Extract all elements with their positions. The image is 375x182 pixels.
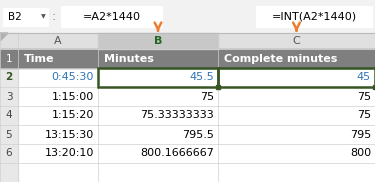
Bar bbox=[257, 7, 372, 27]
Bar bbox=[216, 85, 220, 89]
Text: Time: Time bbox=[24, 54, 54, 64]
Text: 45: 45 bbox=[357, 72, 371, 82]
Text: 13:20:10: 13:20:10 bbox=[45, 149, 94, 159]
Text: 795: 795 bbox=[350, 130, 371, 139]
Text: =INT(A2*1440): =INT(A2*1440) bbox=[272, 11, 357, 21]
Bar bbox=[373, 85, 375, 89]
Bar bbox=[3, 7, 48, 25]
Bar bbox=[98, 33, 218, 49]
Text: 800.1666667: 800.1666667 bbox=[140, 149, 214, 159]
Text: 75: 75 bbox=[200, 92, 214, 102]
Bar bbox=[0, 33, 18, 182]
Text: 2: 2 bbox=[5, 72, 13, 82]
Text: B: B bbox=[154, 36, 162, 46]
Text: 5: 5 bbox=[6, 130, 12, 139]
Text: 6: 6 bbox=[6, 149, 12, 159]
Text: 75: 75 bbox=[357, 110, 371, 120]
Bar bbox=[62, 7, 162, 27]
Text: 1:15:00: 1:15:00 bbox=[52, 92, 94, 102]
Text: 0:45:30: 0:45:30 bbox=[52, 72, 94, 82]
Text: Complete minutes: Complete minutes bbox=[224, 54, 338, 64]
Text: 75.33333333: 75.33333333 bbox=[140, 110, 214, 120]
Text: Minutes: Minutes bbox=[104, 54, 154, 64]
Text: 795.5: 795.5 bbox=[182, 130, 214, 139]
Text: 13:15:30: 13:15:30 bbox=[45, 130, 94, 139]
Text: 45.5: 45.5 bbox=[189, 72, 214, 82]
Text: 1: 1 bbox=[6, 54, 12, 64]
Bar bbox=[98, 68, 218, 87]
Bar bbox=[0, 33, 375, 49]
Bar bbox=[218, 68, 375, 87]
Text: 75: 75 bbox=[357, 92, 371, 102]
Text: 4: 4 bbox=[6, 110, 12, 120]
Bar bbox=[0, 49, 375, 68]
Text: B2: B2 bbox=[8, 11, 22, 21]
Text: A: A bbox=[54, 36, 62, 46]
Text: 1:15:20: 1:15:20 bbox=[52, 110, 94, 120]
Text: :: : bbox=[52, 10, 56, 23]
Polygon shape bbox=[0, 33, 8, 41]
Bar bbox=[0, 0, 375, 33]
Text: 800: 800 bbox=[350, 149, 371, 159]
Text: 3: 3 bbox=[6, 92, 12, 102]
Bar bbox=[0, 33, 375, 182]
Text: =A2*1440: =A2*1440 bbox=[83, 11, 141, 21]
Text: ▼: ▼ bbox=[40, 14, 45, 19]
Text: C: C bbox=[292, 36, 300, 46]
